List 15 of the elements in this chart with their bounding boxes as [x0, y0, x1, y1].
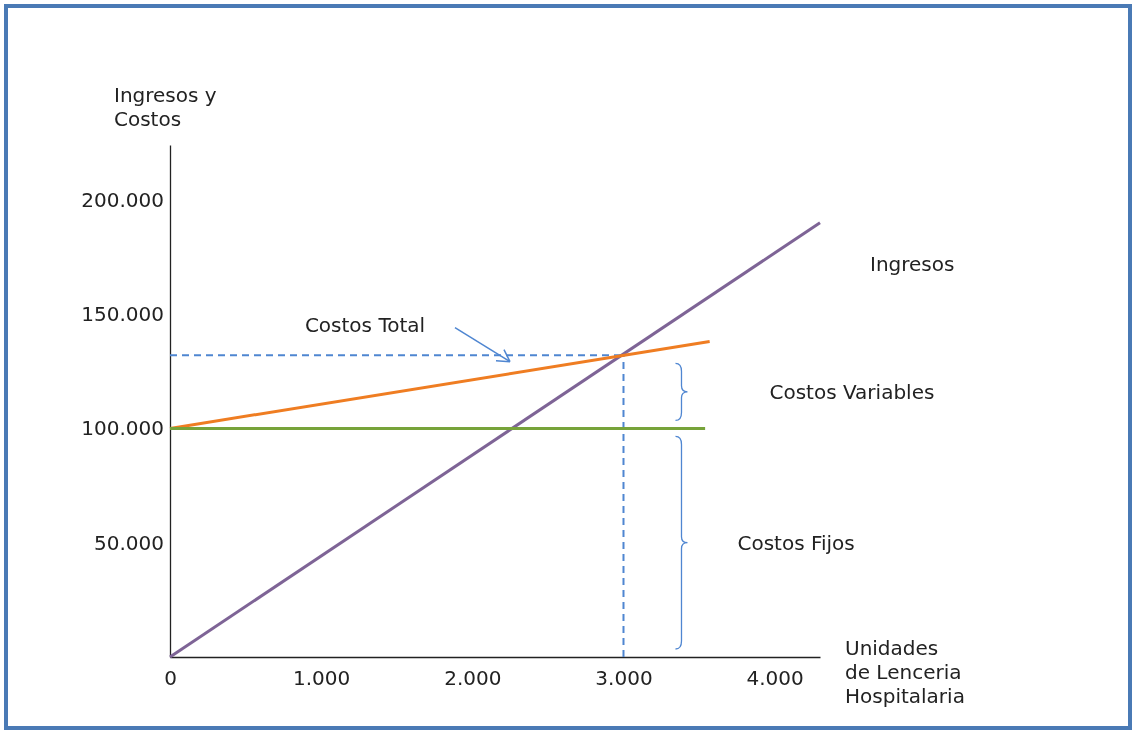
- x-tick-label: 0: [164, 666, 177, 691]
- x-tick-label: 1.000: [293, 666, 351, 691]
- x-tick-label: 4.000: [746, 666, 804, 691]
- text: Costos Total: [304, 312, 426, 337]
- y-tick-label: 200.000: [81, 187, 164, 212]
- x-axis-title: Unidades de Lenceria Hospitalaria: [845, 636, 965, 708]
- annotation: Costos Fijos: [737, 530, 855, 555]
- y-tick-label: 50.000: [94, 530, 164, 555]
- y-tick-label: 100.000: [81, 416, 164, 441]
- x-tick-label: 3.000: [595, 666, 653, 691]
- text: Ingresos: [870, 251, 955, 276]
- y-axis-title: Ingresos y Costos: [114, 83, 217, 131]
- x-tick-label: 2.000: [444, 666, 502, 691]
- annotation: Costos Variables: [769, 379, 935, 404]
- y-tick-label: 150.000: [81, 302, 164, 327]
